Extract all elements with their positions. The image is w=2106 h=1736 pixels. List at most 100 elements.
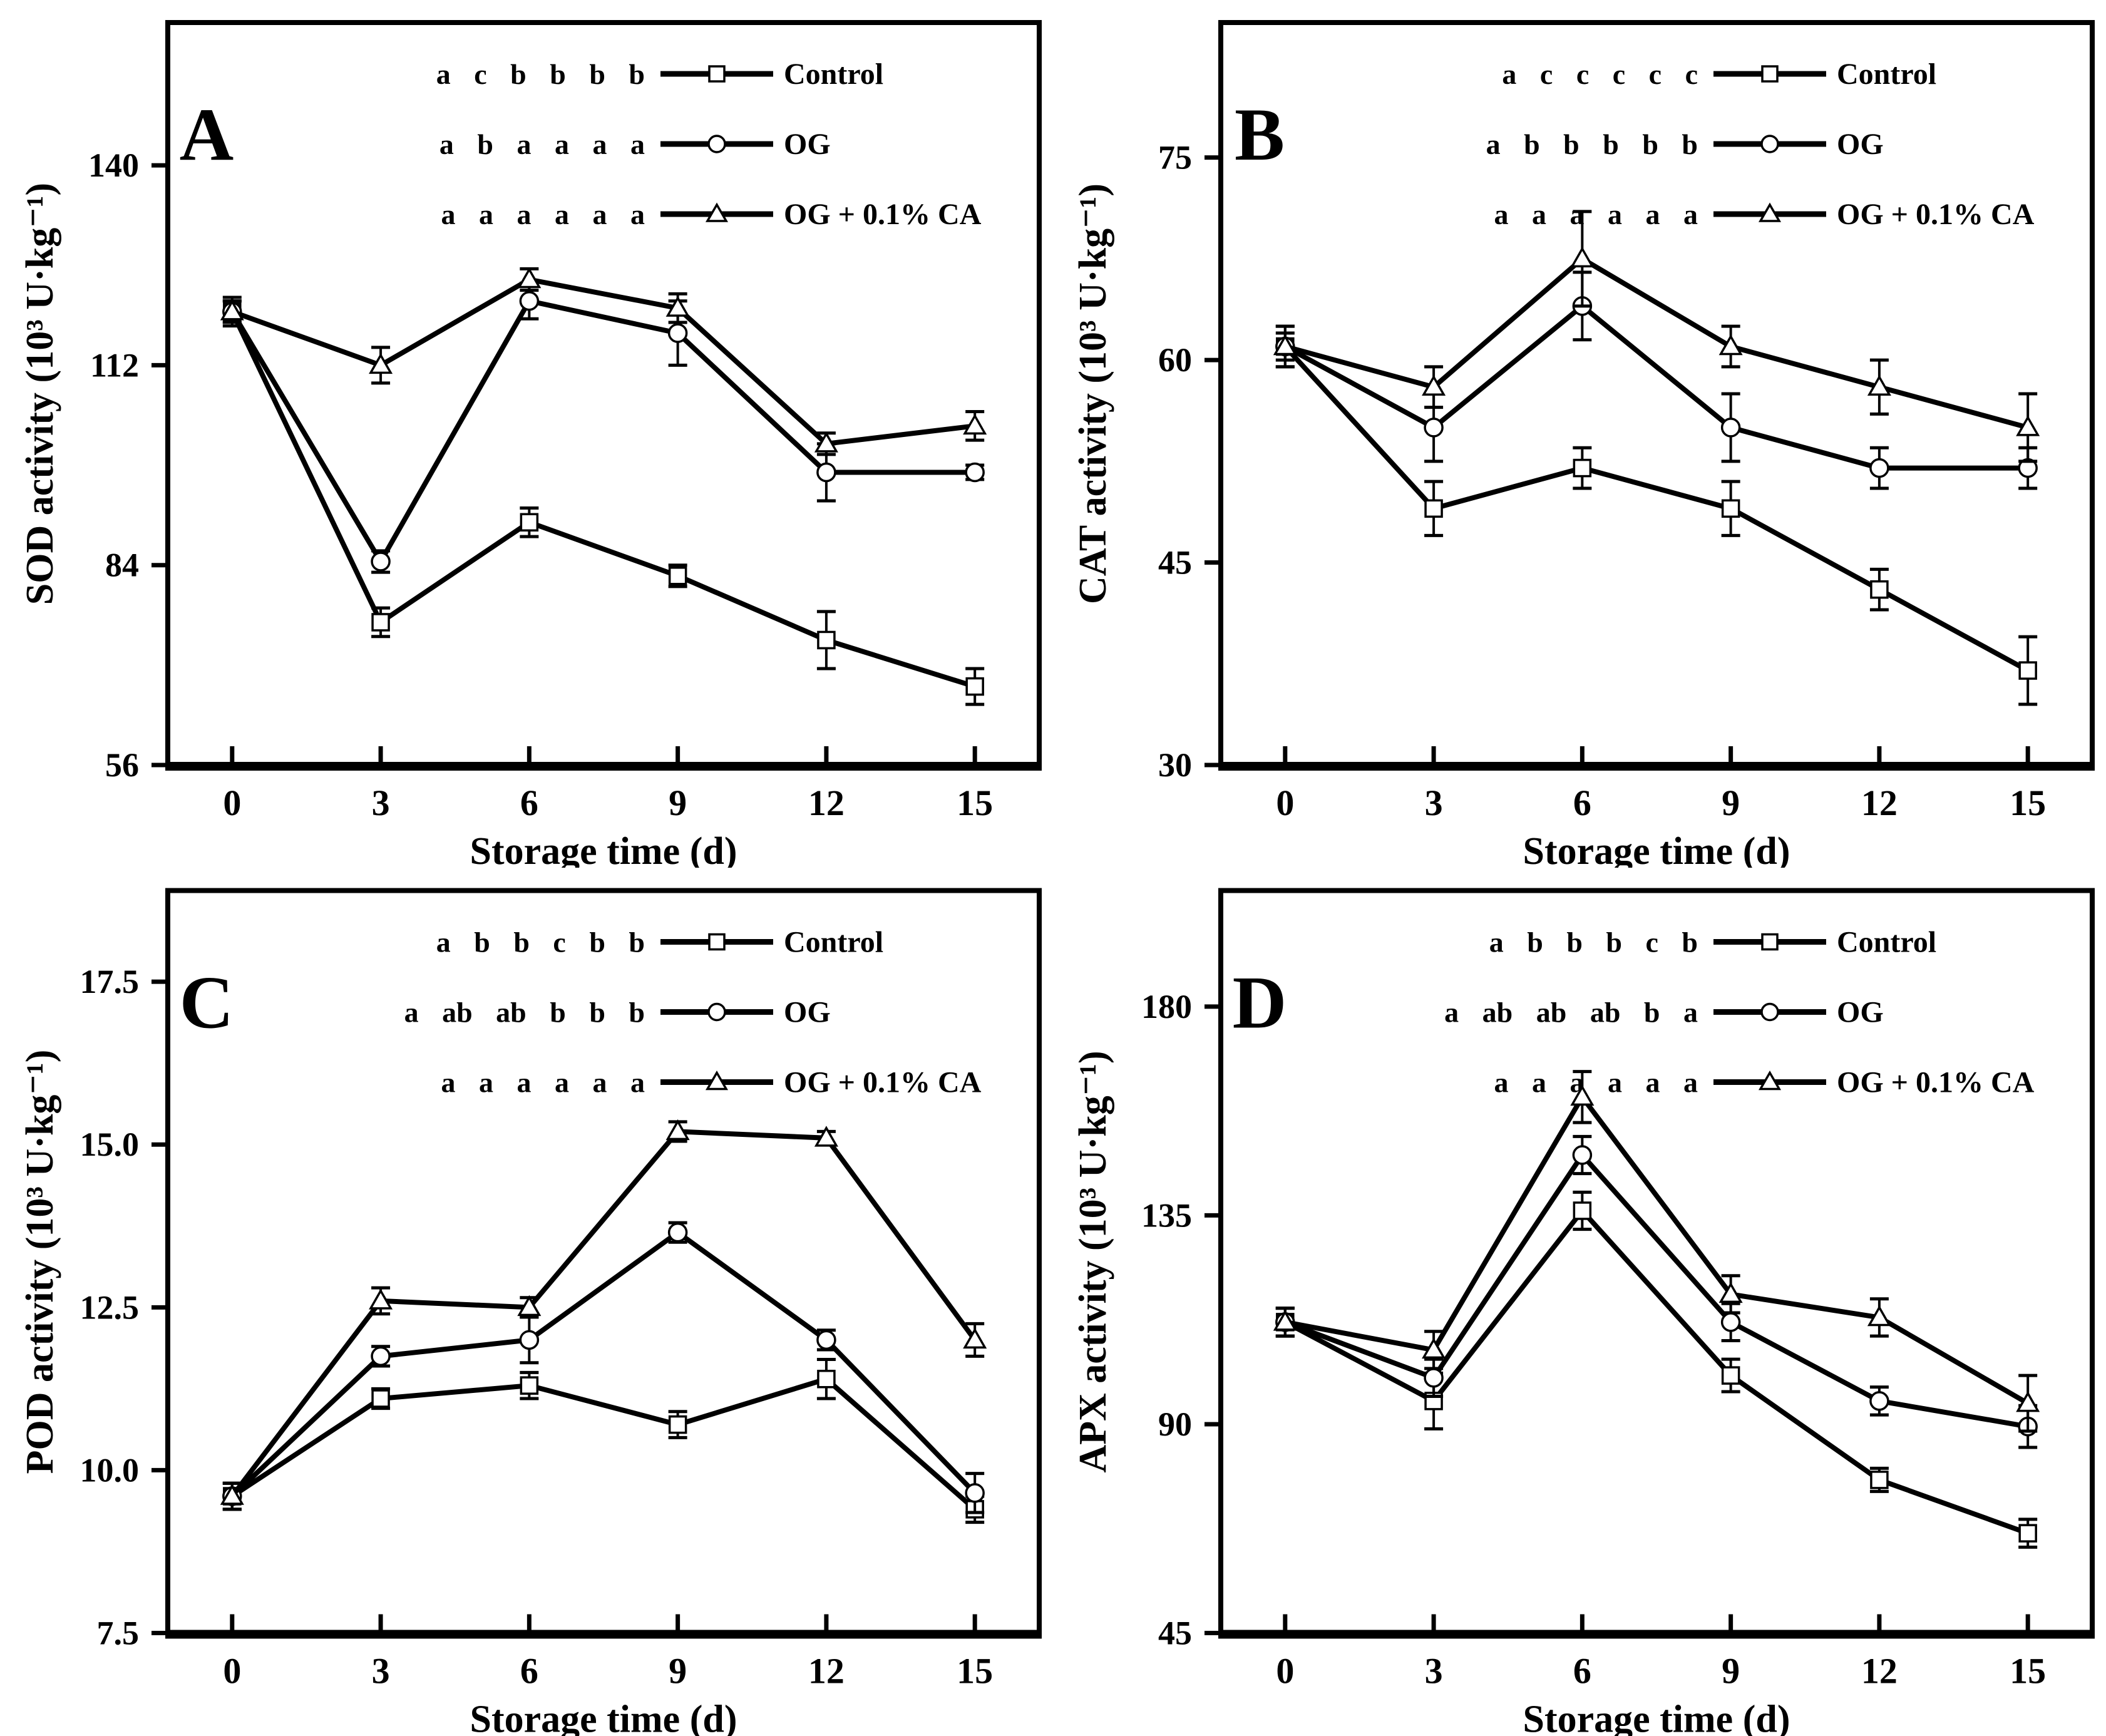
triangle-marker-icon	[1273, 1310, 1297, 1331]
triangle-marker-icon	[665, 1119, 690, 1141]
circle-marker-icon	[519, 291, 540, 311]
circle-marker-icon	[519, 1330, 540, 1350]
square-marker-icon	[817, 630, 836, 650]
panel-B-y-tick-label: 60	[1158, 341, 1192, 379]
panel-B-x-tick-label: 12	[1861, 783, 1898, 823]
panel-A-x-axis-title: Storage time (d)	[470, 830, 737, 868]
triangle-marker-icon	[1570, 1084, 1595, 1106]
panel-A-legend-label: OG + 0.1% CA	[784, 198, 982, 231]
panel-C-legend-row: a a a a a a OG + 0.1% CA	[441, 1066, 982, 1099]
panel-D-y-tick-label: 135	[1141, 1196, 1192, 1234]
panel-B-significance-letters: a b b b b b	[1486, 128, 1698, 160]
panel-D-significance-letters: a b b b c b	[1489, 927, 1698, 958]
panel-A-y-tick-label: 112	[90, 346, 139, 384]
panel-D-legend-label: OG	[1837, 996, 1884, 1029]
triangle-marker-icon	[705, 1070, 729, 1091]
circle-marker-icon	[1760, 135, 1779, 153]
panel-D-line	[1285, 1092, 2030, 1406]
panel-B-legend-label: Control	[1837, 58, 1936, 91]
panel-B-x-tick-label: 15	[2010, 783, 2046, 823]
triangle-marker-icon	[1758, 1070, 1782, 1091]
panel-D-legend-label: Control	[1837, 926, 1936, 959]
square-marker-icon	[1424, 499, 1443, 518]
panel-C-y-tick-label: 15.0	[80, 1126, 140, 1163]
circle-marker-icon	[816, 462, 836, 483]
square-marker-icon	[1761, 933, 1779, 951]
square-marker-icon	[371, 613, 390, 632]
circle-marker-icon	[965, 462, 985, 483]
circle-marker-icon	[707, 135, 726, 153]
triangle-marker-icon	[814, 431, 838, 453]
square-marker-icon	[1870, 1471, 1889, 1489]
panel-D-y-tick-label: 45	[1158, 1615, 1192, 1652]
triangle-marker-icon	[1422, 1337, 1446, 1359]
panel-C-y-tick-label: 12.5	[80, 1288, 140, 1326]
panel-B-legend-row: a c c c c c Control	[1502, 58, 1936, 91]
panel-A-letter: A	[180, 93, 234, 176]
triangle-marker-icon	[220, 1484, 244, 1505]
panel-D-series-OG-0-1-CA	[1273, 1070, 2040, 1433]
triangle-marker-icon	[1758, 202, 1782, 222]
square-marker-icon	[1721, 499, 1740, 518]
panel-B-line	[1284, 255, 2029, 430]
triangle-marker-icon	[517, 1295, 542, 1317]
panel-D: 45 90 135 180 0 3 6 9 12 15 Storage time (d) APX ac…	[1053, 868, 2106, 1736]
circle-marker-icon	[816, 1330, 836, 1350]
panel-B-line	[1283, 302, 2028, 471]
panel-C-y-tick-label: 10.0	[80, 1451, 140, 1489]
panel-C-x-axis-title: Storage time (d)	[470, 1698, 737, 1736]
panel-D-letter: D	[1233, 961, 1287, 1044]
panel-A-line	[231, 277, 975, 447]
panel-A-legend-label: Control	[784, 58, 883, 91]
triangle-marker-icon	[963, 413, 987, 435]
panel-C-letter: C	[180, 961, 234, 1044]
panel-A-line	[230, 298, 975, 567]
panel-C-x-tick-label: 12	[808, 1651, 845, 1692]
square-marker-icon	[1870, 580, 1889, 599]
panel-A-series-Control	[222, 299, 985, 706]
circle-marker-icon	[667, 1222, 688, 1243]
triangle-marker-icon	[1570, 246, 1595, 268]
square-marker-icon	[668, 567, 687, 585]
triangle-marker-icon	[2016, 1391, 2040, 1412]
panel-A-significance-letters: a c b b b b	[436, 58, 645, 90]
panel-B-significance-letters: a a a a a a	[1494, 198, 1698, 230]
panel-B-y-axis-title: CAT activity (10³ U·kg⁻¹)	[1072, 183, 1114, 604]
panel-C-series-OG	[222, 1221, 985, 1514]
triangle-marker-icon	[1718, 334, 1743, 356]
panel-A-legend-row: a a a a a a OG + 0.1% CA	[441, 198, 982, 231]
square-marker-icon	[520, 1376, 539, 1395]
panel-C-significance-letters: a ab ab b b b	[404, 997, 645, 1029]
panel-A-x-tick-label: 0	[223, 783, 241, 823]
triangle-marker-icon	[1422, 374, 1446, 396]
panel-C-legend-row: a b b c b b Control	[436, 926, 883, 959]
circle-marker-icon	[1720, 418, 1741, 438]
panel-A-legend-row: a c b b b b Control	[436, 58, 883, 91]
panel-B-x-tick-label: 6	[1573, 783, 1591, 823]
panel-B-y-tick-label: 75	[1158, 139, 1192, 177]
triangle-marker-icon	[369, 1288, 393, 1310]
triangle-marker-icon	[369, 352, 393, 374]
circle-marker-icon	[667, 323, 688, 343]
panel-D-y-tick-label: 180	[1141, 988, 1192, 1025]
panel-B-legend-label: OG	[1837, 128, 1884, 161]
panel-C-x-tick-label: 3	[372, 1651, 390, 1692]
panel-A-y-tick-label: 56	[105, 746, 139, 784]
panel-A-y-tick-label: 140	[88, 146, 139, 184]
panel-B-legend-row: a b b b b b OG	[1486, 128, 1884, 161]
triangle-marker-icon	[814, 1126, 838, 1147]
panel-A: 56 84 112 140 0 3 6 9 12 15 Storage time (d) SOD ac…	[0, 0, 1053, 868]
triangle-marker-icon	[220, 299, 244, 321]
square-marker-icon	[1721, 1366, 1740, 1385]
panel-C-x-tick-label: 9	[669, 1651, 687, 1692]
square-marker-icon	[965, 677, 984, 696]
panel-C-chart: 7.5 10.0 12.5 15.0 17.5 0 3 6 9 12 15 Storage time …	[19, 888, 1042, 1736]
circle-marker-icon	[1572, 1145, 1593, 1165]
panel-D-y-tick-label: 90	[1158, 1405, 1192, 1443]
panel-A-significance-letters: a a a a a a	[441, 198, 645, 230]
panel-A-legend-row: a b a a a a OG	[439, 128, 831, 161]
panel-D-x-tick-label: 0	[1276, 1651, 1294, 1692]
square-marker-icon	[371, 1389, 390, 1408]
panel-A-x-tick-label: 15	[957, 783, 993, 823]
panel-B-x-tick-label: 0	[1276, 783, 1294, 823]
